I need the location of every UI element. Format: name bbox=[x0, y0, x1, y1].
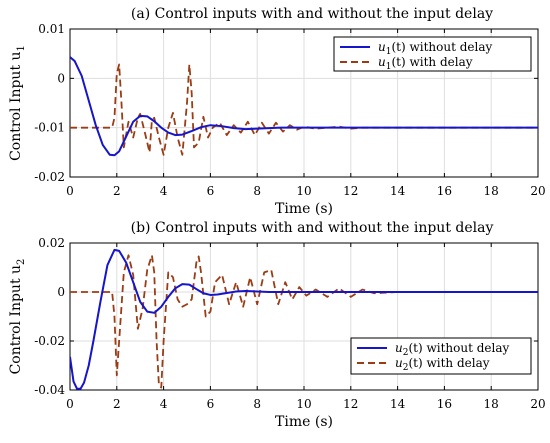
chart-title: (a) Control inputs with and without the … bbox=[131, 6, 493, 22]
x-tick-label: 4 bbox=[160, 397, 168, 411]
x-tick-label: 14 bbox=[390, 184, 406, 198]
legend-entry-sub: 1 bbox=[386, 62, 392, 72]
legend-entry: u1(t) with delay bbox=[378, 55, 473, 72]
x-tick-label: 2 bbox=[113, 397, 121, 411]
x-axis-label: Time (s) bbox=[275, 201, 333, 217]
y-tick-label: -0.04 bbox=[34, 383, 65, 397]
x-tick-label: 12 bbox=[343, 184, 358, 198]
x-tick-label: 16 bbox=[437, 184, 452, 198]
chart-panel-b: (b) Control inputs with and without the … bbox=[8, 220, 546, 430]
y-tick-label: -0.02 bbox=[34, 170, 65, 184]
legend-entry: u1(t) without delay bbox=[378, 40, 492, 57]
legend-entry-sub: 2 bbox=[403, 348, 409, 358]
y-axis-label-main: Control Input u bbox=[8, 51, 24, 160]
y-tick-label: -0.02 bbox=[34, 334, 65, 348]
x-tick-label: 8 bbox=[253, 397, 261, 411]
series-line-with-delay bbox=[70, 254, 538, 389]
series-line-without-delay bbox=[70, 56, 538, 157]
x-tick-label: 14 bbox=[390, 397, 406, 411]
legend-entry-main: u bbox=[395, 356, 403, 370]
legend-entry: u2(t) without delay bbox=[395, 341, 509, 358]
x-tick-label: 6 bbox=[207, 184, 215, 198]
legend-box bbox=[350, 337, 532, 375]
x-tick-label: 20 bbox=[530, 397, 545, 411]
y-axis-label-main: Control Input u bbox=[8, 265, 24, 374]
x-tick-label: 10 bbox=[296, 397, 311, 411]
y-axis-label: Control Input u2 bbox=[8, 259, 27, 375]
x-tick-label: 2 bbox=[113, 184, 121, 198]
chart-panel-a: (a) Control inputs with and without the … bbox=[8, 6, 546, 217]
y-tick-label: 0.01 bbox=[38, 22, 65, 36]
x-axis-label: Time (s) bbox=[275, 414, 333, 430]
x-tick-label: 18 bbox=[484, 184, 499, 198]
x-tick-label: 18 bbox=[484, 397, 499, 411]
x-tick-label: 6 bbox=[207, 397, 215, 411]
series-line-without-delay bbox=[70, 248, 538, 390]
legend-entry-main: u bbox=[395, 341, 403, 355]
legend-entry: u2(t) with delay bbox=[395, 356, 490, 373]
legend-entry-rest: (t) with delay bbox=[391, 55, 472, 69]
x-tick-label: 20 bbox=[530, 184, 545, 198]
legend-entry-sub: 2 bbox=[403, 363, 409, 373]
y-tick-label: 0 bbox=[57, 71, 65, 85]
chart-title: (b) Control inputs with and without the … bbox=[131, 220, 494, 236]
y-axis-label-sub: 1 bbox=[16, 45, 27, 51]
x-tick-label: 16 bbox=[437, 397, 452, 411]
legend-box bbox=[333, 36, 532, 72]
legend-entry-main: u bbox=[378, 55, 386, 69]
y-axis-label-sub: 2 bbox=[16, 259, 27, 265]
x-tick-label: 12 bbox=[343, 397, 358, 411]
legend-entry-main: u bbox=[378, 40, 386, 54]
legend-entry-rest: (t) without delay bbox=[391, 40, 492, 54]
x-tick-label: 0 bbox=[66, 184, 74, 198]
legend-entry-sub: 1 bbox=[386, 47, 392, 57]
x-tick-label: 4 bbox=[160, 184, 168, 198]
y-tick-label: 0.02 bbox=[38, 236, 65, 250]
x-tick-label: 10 bbox=[296, 184, 311, 198]
x-tick-label: 0 bbox=[66, 397, 74, 411]
legend-entry-rest: (t) without delay bbox=[408, 341, 509, 355]
legend-entry-rest: (t) with delay bbox=[408, 356, 489, 370]
y-axis-label: Control Input u1 bbox=[8, 45, 27, 161]
y-tick-label: -0.01 bbox=[34, 121, 65, 135]
x-tick-label: 8 bbox=[253, 184, 261, 198]
y-tick-label: 0 bbox=[57, 285, 65, 299]
